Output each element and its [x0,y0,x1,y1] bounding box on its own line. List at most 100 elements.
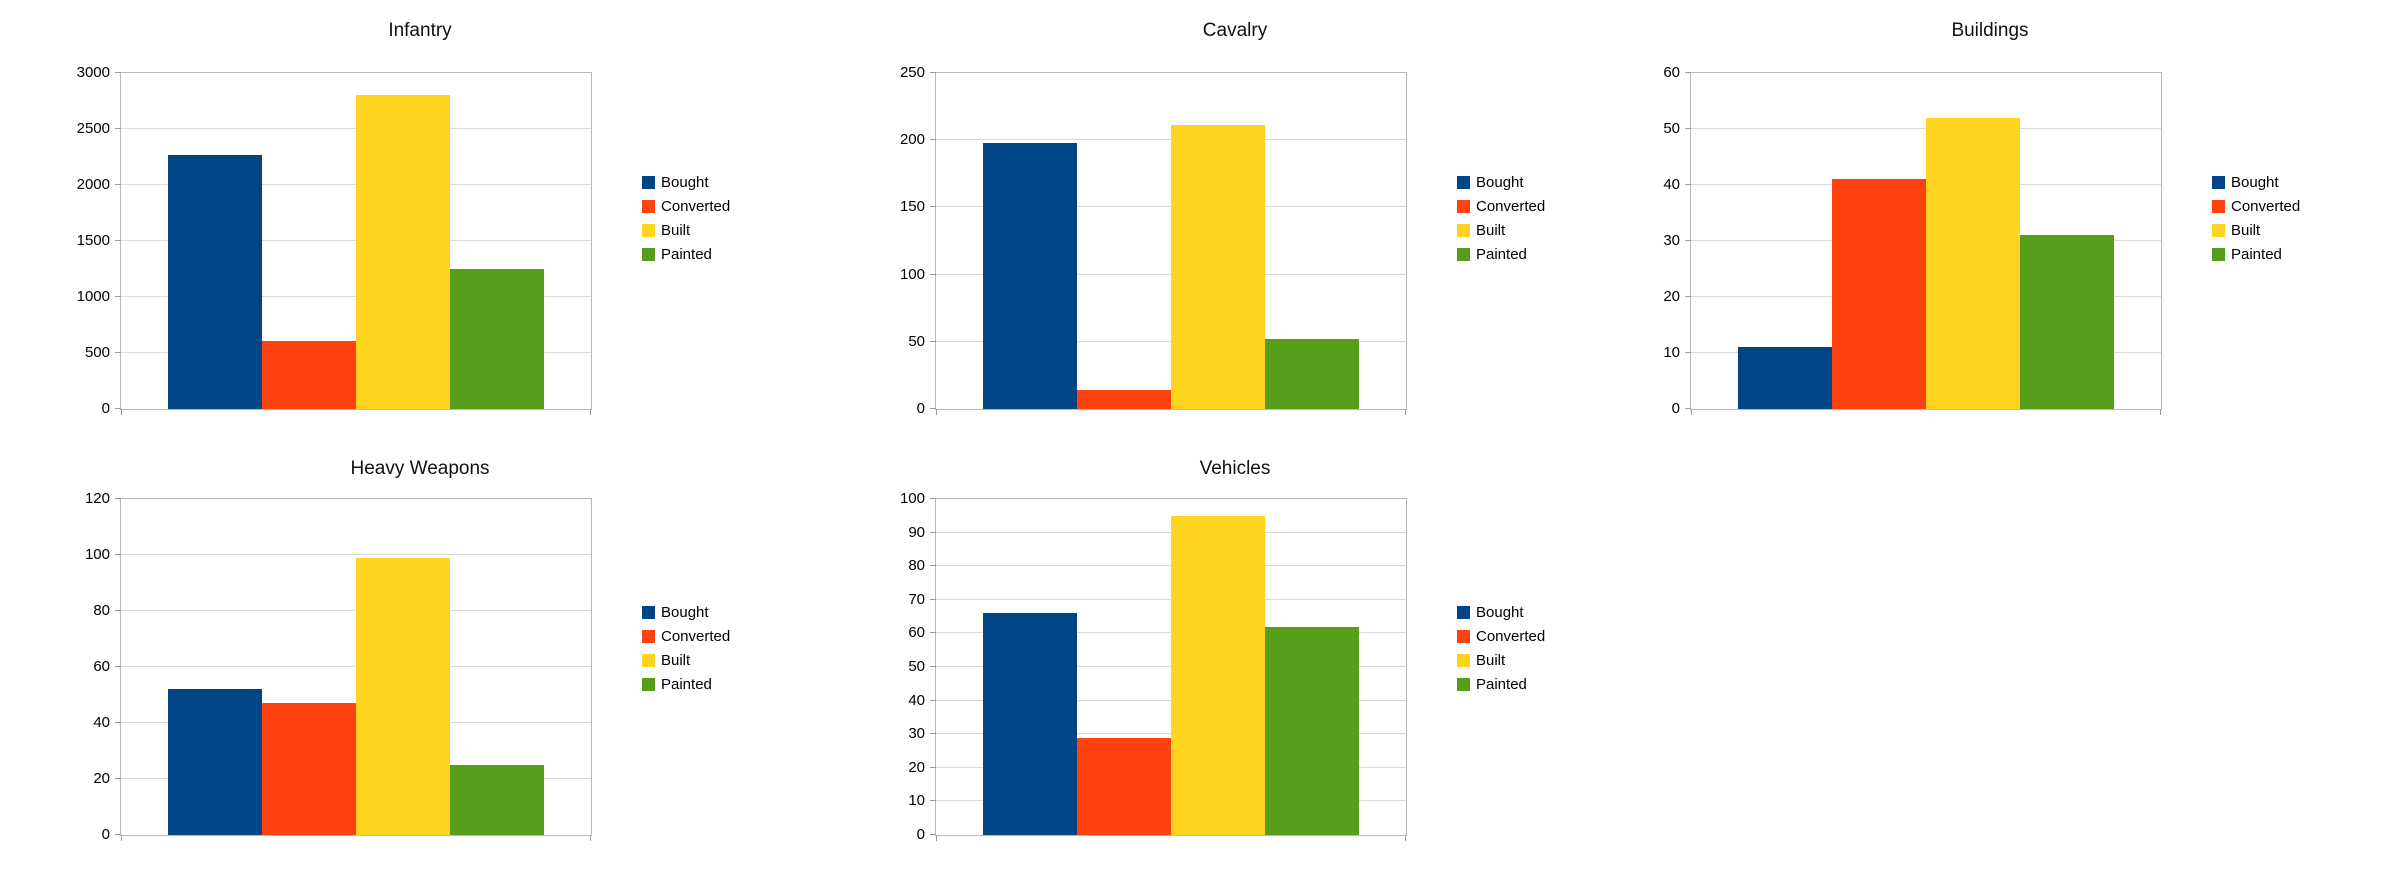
y-axis-tick [930,532,936,533]
plot-area: 0 10 20 30 40 50 60 [1663,64,2162,417]
y-axis-label: 60 [93,658,110,675]
x-axis-tick [2160,409,2161,415]
chart-title: Cavalry [1202,20,1268,41]
legend-label: Built [661,221,691,239]
y-axis-tick [930,139,936,140]
legend-label: Built [1476,651,1506,669]
y-axis-tick [930,274,936,275]
y-axis-label: 0 [1671,400,1680,417]
legend-item-painted: Painted [1457,242,1545,266]
legend-swatch-icon [1457,605,1470,619]
bar-built [1926,118,2020,409]
y-axis-label: 2000 [76,176,110,193]
y-axis-label: 40 [1663,176,1680,193]
y-axis-tick [115,184,121,185]
legend: Bought Converted Built Painted [1457,600,1545,696]
legend-item-painted: Painted [1457,672,1545,696]
y-axis-label: 100 [84,546,110,563]
y-axis-label: 250 [899,64,925,81]
legend-item-converted: Converted [642,194,730,218]
y-axis-tick [930,498,936,499]
legend-label: Painted [1476,675,1527,693]
y-axis-label: 1000 [76,288,110,305]
y-axis-label: 0 [101,400,110,417]
legend-item-bought: Bought [2212,170,2300,194]
legend-label: Converted [661,197,731,215]
y-axis-label: 70 [908,591,925,608]
bar-bought [1738,347,1832,409]
y-axis-label: 100 [899,490,925,507]
legend-label: Built [1476,221,1506,239]
y-axis-tick [115,554,121,555]
legend-item-converted: Converted [1457,194,1545,218]
y-axis-label: 200 [899,131,925,148]
bar-built [1171,516,1265,835]
legend-item-painted: Painted [2212,242,2300,266]
x-axis-tick [936,835,937,841]
x-axis-tick [1691,409,1692,415]
x-axis-tick [121,409,122,415]
chart-title: Buildings [1951,20,2029,41]
y-axis-tick [115,240,121,241]
bar-painted [450,269,544,409]
plot-area: 0 20 40 60 80 100 120 [85,490,592,843]
y-axis-tick [930,767,936,768]
y-axis-label: 500 [84,344,110,361]
legend-swatch-icon [1457,653,1470,667]
y-axis-tick [115,352,121,353]
y-axis-tick [930,700,936,701]
legend-item-converted: Converted [1457,624,1545,648]
plot-area: 0 50 100 150 200 250 [900,64,1407,417]
chart-title: Infantry [388,20,452,41]
bar-built [356,95,450,409]
legend-swatch-icon [2212,175,2225,189]
x-axis-tick [121,835,122,841]
bar-bought [168,155,262,409]
bar-bought [983,613,1077,835]
legend-label: Built [2231,221,2261,239]
y-axis-label: 120 [84,490,110,507]
y-axis-label: 80 [908,557,925,574]
y-axis-label: 20 [93,770,110,787]
y-axis-tick [930,341,936,342]
y-axis-tick [115,778,121,779]
legend-label: Built [661,651,691,669]
y-axis-label: 50 [1663,120,1680,137]
legend-item-painted: Painted [642,672,730,696]
legend-swatch-icon [642,247,655,261]
chart-title: Vehicles [1199,458,1271,479]
legend-item-converted: Converted [2212,194,2300,218]
y-axis-tick [930,565,936,566]
legend-label: Converted [2231,197,2301,215]
y-axis-tick [930,408,936,409]
legend: Bought Converted Built Painted [2212,170,2300,266]
legend-swatch-icon [1457,247,1470,261]
bar-converted [1077,738,1171,835]
legend: Bought Converted Built Painted [1457,170,1545,266]
y-axis-label: 0 [916,400,925,417]
bar-converted [262,703,356,835]
legend-item-bought: Bought [1457,600,1545,624]
y-axis-label: 1500 [76,232,110,249]
bar-bought [983,143,1077,409]
y-axis-tick [930,206,936,207]
legend-label: Bought [1476,173,1524,191]
y-axis-tick [930,666,936,667]
gridline [121,554,591,555]
y-axis-label: 40 [908,692,925,709]
chart-heavy-weapons: Heavy Weapons 0 20 40 60 80 100 120 Bought Conv… [30,450,810,896]
y-axis-label: 3000 [76,64,110,81]
legend-label: Bought [661,603,709,621]
bar-converted [1832,179,1926,409]
y-axis-tick [115,834,121,835]
legend-label: Bought [2231,173,2279,191]
plot-area: 0 10 20 30 40 50 60 70 80 90 100 [900,490,1407,843]
legend: Bought Converted Built Painted [642,170,730,266]
y-axis-tick [1685,296,1691,297]
legend-item-built: Built [642,218,730,242]
legend-item-bought: Bought [1457,170,1545,194]
y-axis-label: 0 [101,826,110,843]
y-axis-tick [115,722,121,723]
legend-item-built: Built [2212,218,2300,242]
plot-area: 0 500 1000 1500 2000 2500 3000 [77,64,592,417]
